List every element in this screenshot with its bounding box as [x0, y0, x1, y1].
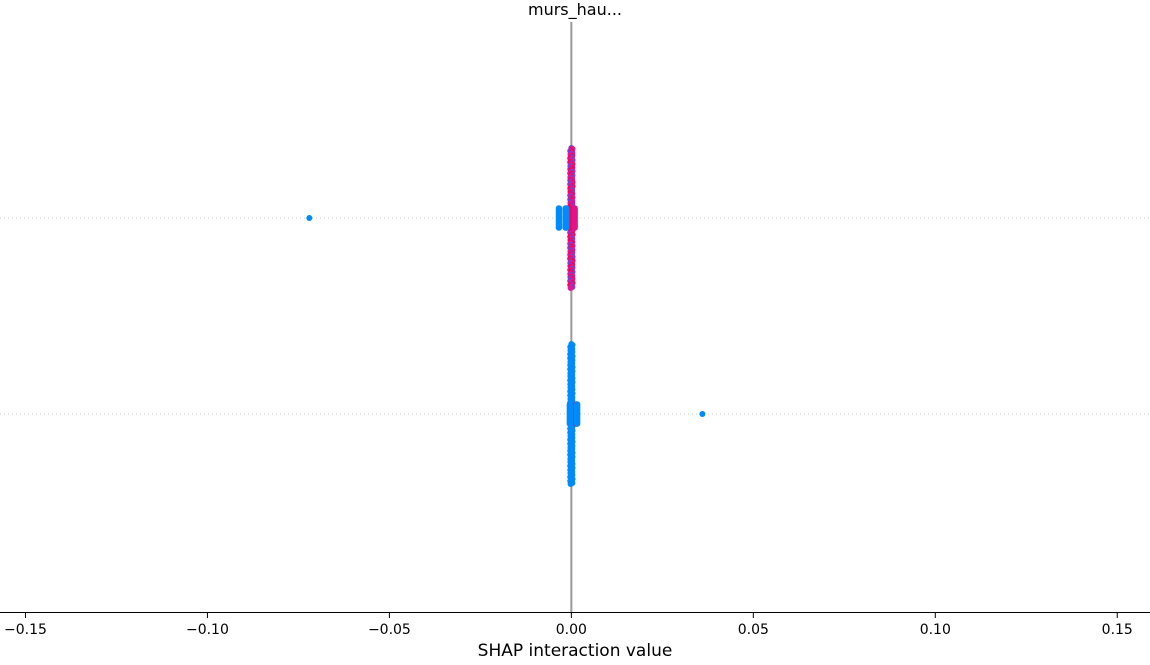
x-tick-label: −0.15: [4, 622, 47, 638]
cluster-point: [555, 224, 563, 231]
x-tick-label: −0.10: [186, 622, 229, 638]
x-tick-label: 0.10: [920, 622, 951, 638]
cluster-point: [571, 224, 578, 231]
x-axis-label: SHAP interaction value: [478, 641, 673, 660]
data-points: [306, 145, 706, 487]
row-0-points: [306, 145, 578, 291]
x-tick-label: −0.05: [368, 622, 411, 638]
outlier-point: [306, 215, 313, 221]
x-tick-label: 0.05: [738, 622, 769, 638]
swarm-point: [567, 481, 574, 487]
x-tick-label: 0.15: [1102, 622, 1133, 638]
cluster-point: [566, 420, 574, 427]
row-1-points: [566, 341, 706, 487]
cluster-point: [573, 420, 581, 427]
outlier-point: [699, 411, 706, 417]
swarm-point: [567, 285, 574, 291]
x-tick-label: 0.00: [556, 622, 587, 638]
chart-title: murs_hau...: [528, 0, 622, 20]
cluster-point: [562, 224, 569, 231]
x-axis-ticks: −0.15 −0.10 −0.05 0.00 0.05 0.10 0.15: [4, 612, 1133, 638]
